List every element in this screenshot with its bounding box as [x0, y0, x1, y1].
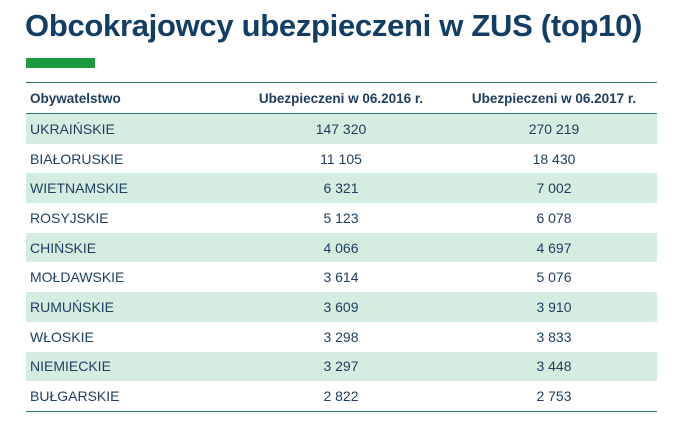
citizenship-cell: MOŁDAWSKIE	[30, 269, 125, 286]
value-2016-cell: 2 822	[323, 388, 359, 405]
table-row: BIAŁORUSKIE 11 105 18 430	[26, 144, 657, 174]
table-row: WIETNAMSKIE 6 321 7 002	[26, 173, 657, 204]
table-row: WŁOSKIE 3 298 3 833	[26, 322, 657, 352]
table-row: BUŁGARSKIE 2 822 2 753	[26, 381, 657, 412]
table-row: NIEMIECKIE 3 297 3 448	[26, 351, 657, 382]
insured-foreigners-table: Obywatelstwo Ubezpieczeni w 06.2016 r. U…	[26, 82, 657, 412]
citizenship-cell: RUMUŃSKIE	[30, 298, 115, 315]
table-row: ROSYJSKIE 5 123 6 078	[26, 203, 657, 233]
page-title: Obcokrajowcy ubezpieczeni w ZUS (top10)	[25, 8, 643, 43]
value-2017-cell: 4 697	[536, 239, 572, 256]
citizenship-cell: BIAŁORUSKIE	[30, 150, 124, 167]
accent-bar	[26, 58, 95, 68]
header-2016: Ubezpieczeni w 06.2016 r.	[258, 90, 424, 106]
table-row: MOŁDAWSKIE 3 614 5 076	[26, 262, 657, 292]
citizenship-cell: NIEMIECKIE	[30, 358, 111, 375]
value-2017-cell: 7 002	[536, 180, 572, 197]
value-2016-cell: 6 321	[323, 180, 359, 197]
header-citizenship: Obywatelstwo	[30, 90, 121, 106]
value-2016-cell: 3 298	[323, 328, 359, 345]
value-2016-cell: 3 614	[323, 269, 359, 286]
value-2017-cell: 3 910	[536, 298, 572, 315]
value-2017-cell: 18 430	[532, 150, 576, 167]
citizenship-cell: WIETNAMSKIE	[30, 180, 129, 197]
value-2016-cell: 3 297	[323, 358, 359, 375]
value-2017-cell: 3 833	[536, 328, 572, 345]
value-2017-cell: 270 219	[528, 120, 580, 137]
value-2017-cell: 6 078	[536, 209, 572, 226]
citizenship-cell: BUŁGARSKIE	[30, 388, 120, 405]
value-2017-cell: 3 448	[536, 358, 572, 375]
table-row: RUMUŃSKIE 3 609 3 910	[26, 292, 657, 322]
header-2017: Ubezpieczeni w 06.2017 r.	[471, 90, 637, 106]
table-header-row: Obywatelstwo Ubezpieczeni w 06.2016 r. U…	[26, 82, 657, 114]
value-2016-cell: 147 320	[315, 120, 367, 137]
table-row: CHIŃSKIE 4 066 4 697	[26, 232, 657, 263]
table-row: UKRAIŃSKIE 147 320 270 219	[26, 113, 657, 144]
citizenship-cell: WŁOSKIE	[30, 328, 94, 345]
value-2017-cell: 2 753	[536, 388, 572, 405]
value-2016-cell: 5 123	[323, 209, 359, 226]
value-2016-cell: 11 105	[320, 150, 362, 167]
citizenship-cell: CHIŃSKIE	[30, 239, 97, 256]
value-2017-cell: 5 076	[536, 269, 572, 286]
citizenship-cell: ROSYJSKIE	[30, 209, 109, 226]
citizenship-cell: UKRAIŃSKIE	[30, 120, 115, 137]
value-2016-cell: 4 066	[323, 239, 359, 256]
value-2016-cell: 3 609	[323, 298, 359, 315]
